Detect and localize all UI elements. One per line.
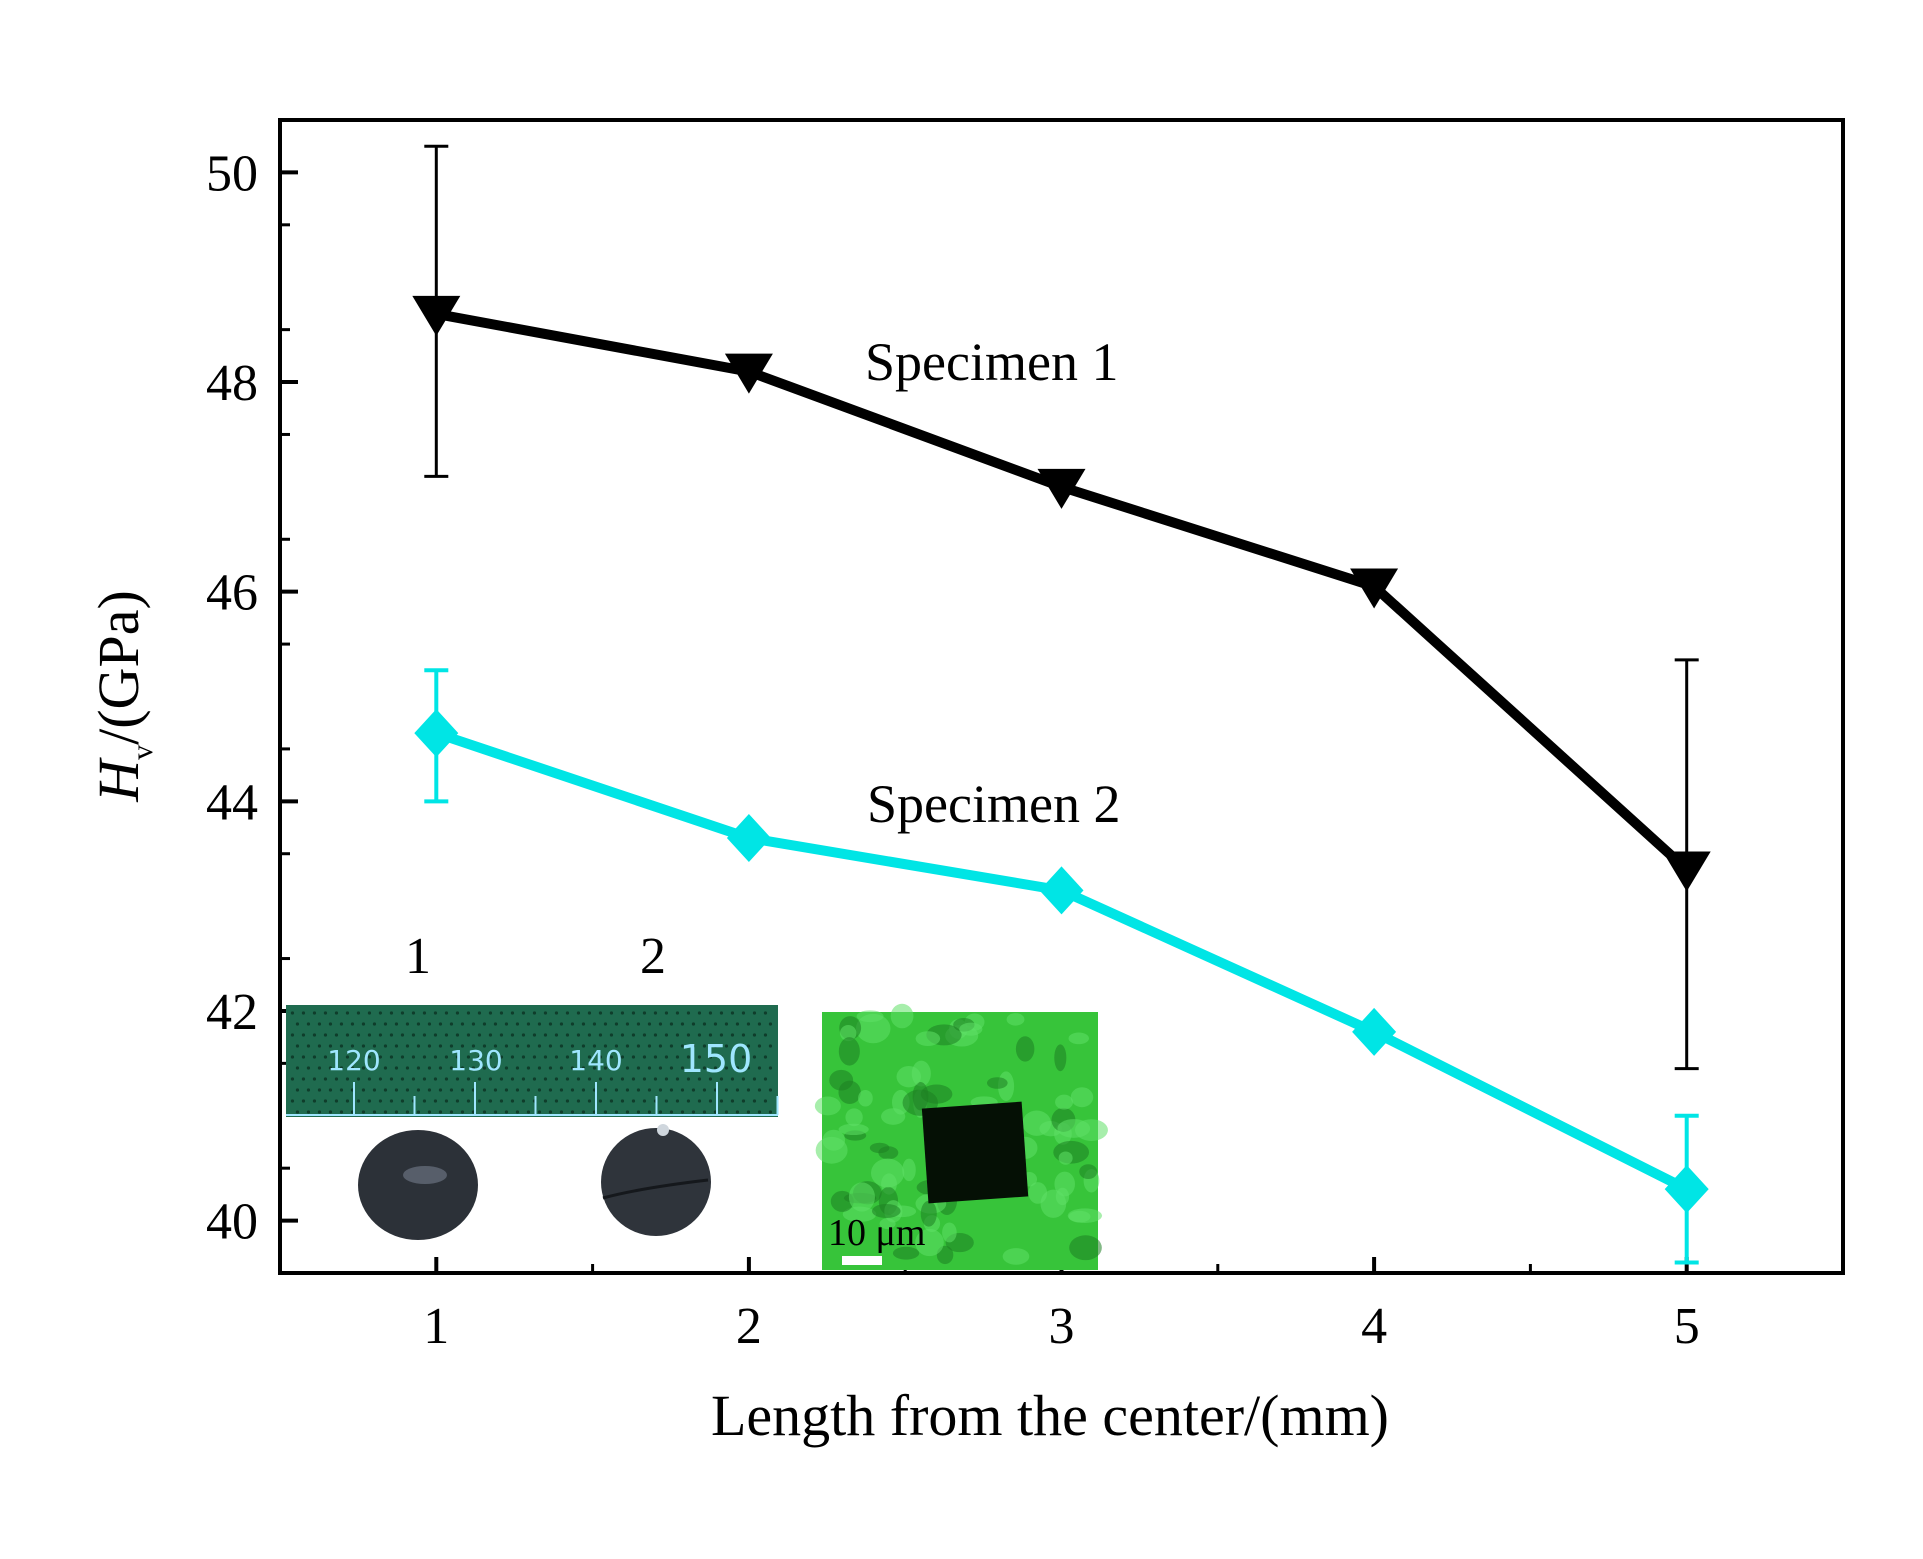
inset-sample-photo: 1 2 120 130 140 150 (286, 928, 839, 1240)
plot-series (412, 144, 1711, 1265)
data-point (1352, 1007, 1397, 1056)
data-point (724, 353, 773, 394)
sample-disc-2-chip (657, 1124, 669, 1136)
scale-bar-label: 10 μm (828, 1212, 925, 1254)
ruler-label-120: 120 (327, 1044, 380, 1077)
x-axis-title: Length from the center/(mm) (711, 1383, 1389, 1448)
x-tick-label: 2 (736, 1298, 762, 1355)
y-tick-label: 44 (206, 774, 258, 831)
sample-disc-1 (358, 1130, 478, 1240)
x-tick-label: 4 (1361, 1298, 1387, 1355)
sample-disc-2 (601, 1128, 711, 1236)
y-tick-label: 46 (206, 565, 258, 622)
sample-label-2: 2 (640, 928, 666, 985)
y-axis-title-sub: v (126, 745, 159, 760)
y-tick-label: 42 (206, 984, 258, 1041)
data-point (1037, 468, 1086, 509)
series-2 (414, 668, 1709, 1265)
ruler-label-140: 140 (569, 1044, 622, 1077)
data-point (1664, 1165, 1709, 1214)
y-axis: 40 42 44 46 48 50 (206, 145, 298, 1251)
x-tick-label: 1 (423, 1298, 449, 1355)
micrograph-texture (814, 1003, 1108, 1265)
sample-disc-2-crack (602, 1178, 709, 1200)
y-tick-label: 48 (206, 355, 258, 412)
y-tick-label: 40 (206, 1194, 258, 1251)
data-point (726, 814, 771, 863)
data-point (412, 295, 461, 336)
series-1 (412, 144, 1711, 1071)
x-tick-label: 5 (1674, 1298, 1700, 1355)
series-label-specimen-1: Specimen 1 (865, 332, 1118, 392)
data-point (1039, 866, 1084, 915)
ruler-label-150: 150 (680, 1037, 753, 1081)
data-point (414, 709, 459, 758)
ruler (286, 1005, 778, 1117)
y-axis-title-unit: /(GPa) (86, 590, 151, 745)
series-label-specimen-2: Specimen 2 (867, 774, 1120, 834)
data-point (1662, 851, 1711, 892)
ruler-label-130: 130 (449, 1044, 502, 1077)
y-axis-title: Hv/(GPa) (86, 590, 159, 803)
data-point (1350, 568, 1399, 609)
sample-disc-1-shine (403, 1166, 447, 1184)
inset-micrograph: 10 μm (814, 1003, 1108, 1270)
x-tick-label: 3 (1049, 1298, 1075, 1355)
y-tick-label: 50 (206, 145, 258, 202)
sample-label-1: 1 (405, 928, 431, 985)
indentation-mark (921, 1101, 1029, 1204)
scale-bar (842, 1256, 882, 1265)
y-axis-title-main: H (86, 757, 151, 803)
ruler-texture (290, 1011, 773, 1114)
